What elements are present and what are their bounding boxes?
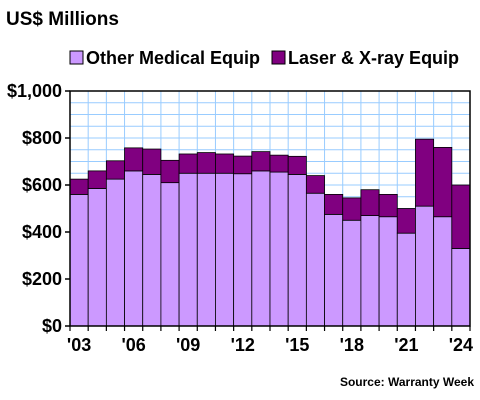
bar-laser-xray <box>69 178 89 195</box>
bar-laser-xray <box>305 175 325 194</box>
bar-laser-xray <box>178 153 198 174</box>
x-tick-label: '12 <box>231 335 255 355</box>
bar-laser-xray <box>233 155 253 175</box>
bar-laser-xray <box>269 154 289 173</box>
y-tick-label: $800 <box>22 128 62 148</box>
bar-other-medical <box>287 174 307 327</box>
bar-laser-xray <box>451 184 471 249</box>
legend-label-other-medical: Other Medical Equip <box>86 48 260 68</box>
y-tick-label: $400 <box>22 222 62 242</box>
y-tick-label: $0 <box>42 316 62 336</box>
bar-laser-xray <box>415 138 435 207</box>
bar-other-medical <box>124 170 144 327</box>
x-tick-label: '24 <box>449 335 473 355</box>
bar-laser-xray <box>215 153 235 174</box>
bar-other-medical <box>142 174 162 327</box>
x-tick-label: '18 <box>340 335 364 355</box>
bar-other-medical <box>269 171 289 327</box>
bar-laser-xray <box>324 193 344 215</box>
legend: Other Medical Equip Laser & X-ray Equip <box>69 48 459 68</box>
bar-other-medical <box>415 205 435 327</box>
y-tick-label: $1,000 <box>7 81 62 101</box>
bar-laser-xray <box>87 170 107 189</box>
bar-other-medical <box>69 193 89 327</box>
bar-other-medical <box>305 192 325 327</box>
bar-other-medical <box>87 188 107 327</box>
bar-laser-xray <box>105 160 125 180</box>
bars <box>69 138 471 327</box>
bar-other-medical <box>360 215 380 327</box>
bar-other-medical <box>451 248 471 327</box>
x-tick-label: '21 <box>394 335 418 355</box>
bar-laser-xray <box>378 193 398 218</box>
x-tick-label: '06 <box>121 335 145 355</box>
bar-laser-xray <box>251 151 271 172</box>
x-tick-label: '15 <box>285 335 309 355</box>
x-tick-label: '03 <box>67 335 91 355</box>
bar-laser-xray <box>142 148 162 175</box>
bar-other-medical <box>178 172 198 327</box>
source-note: Source: Warranty Week <box>340 375 474 389</box>
bar-other-medical <box>378 216 398 327</box>
bar-other-medical <box>396 232 416 327</box>
x-axis-ticks: '03 '06 '09 '12 '15 '18 '21 '24 <box>67 326 473 355</box>
bar-other-medical <box>433 216 453 327</box>
legend-swatch-other-medical <box>69 50 84 65</box>
bar-other-medical <box>251 170 271 327</box>
legend-swatch-laser-xray <box>271 50 286 65</box>
bar-other-medical <box>160 182 180 327</box>
x-tick-label: '09 <box>176 335 200 355</box>
bar-other-medical <box>342 219 362 327</box>
legend-label-laser-xray: Laser & X-ray Equip <box>288 48 459 68</box>
bar-other-medical <box>215 172 235 327</box>
bar-laser-xray <box>342 197 362 221</box>
y-tick-label: $600 <box>22 175 62 195</box>
chart-title: US$ Millions <box>6 9 119 30</box>
bar-laser-xray <box>287 155 307 175</box>
bar-laser-xray <box>360 189 380 216</box>
bar-laser-xray <box>433 146 453 218</box>
bar-laser-xray <box>160 159 180 184</box>
bar-other-medical <box>233 173 253 327</box>
bar-laser-xray <box>396 208 416 234</box>
y-axis-ticks: $0 $200 $400 $600 $800 $1,000 <box>7 81 70 336</box>
bar-laser-xray <box>196 152 216 174</box>
bar-other-medical <box>105 178 125 327</box>
bar-other-medical <box>196 172 216 327</box>
bar-other-medical <box>324 213 344 327</box>
bar-laser-xray <box>124 147 144 172</box>
y-tick-label: $200 <box>22 269 62 289</box>
